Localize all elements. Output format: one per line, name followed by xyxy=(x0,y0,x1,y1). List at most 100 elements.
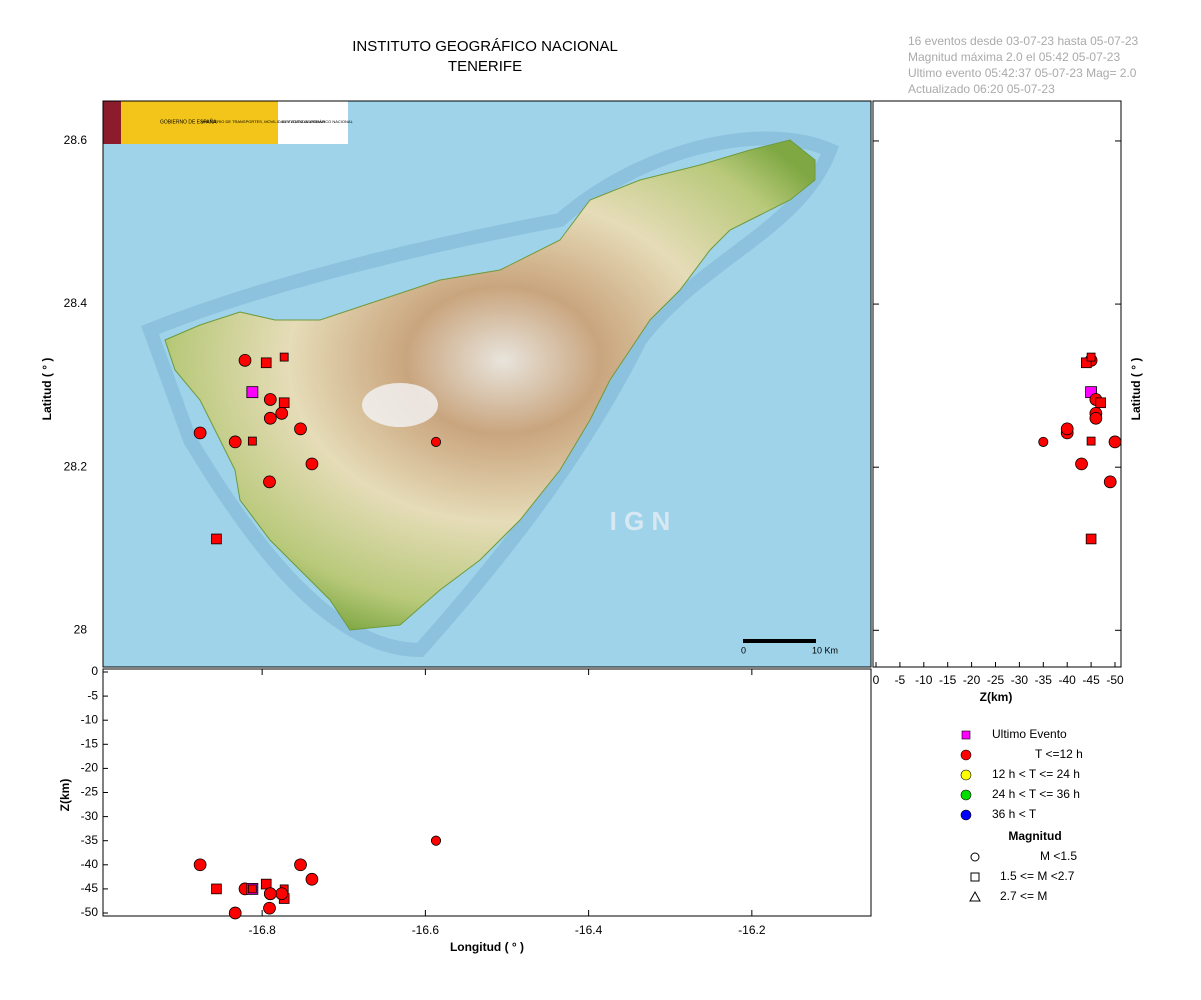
depth-tick-label: -10 xyxy=(81,712,99,726)
depth-tick-label: -25 xyxy=(81,785,99,799)
x-tick-label: -16.6 xyxy=(412,923,440,937)
legend-symbol xyxy=(960,749,972,761)
logo-ign xyxy=(278,101,348,144)
info-line: Magnitud máxima 2.0 el 05:42 05-07-23 xyxy=(908,50,1120,64)
logo-flag xyxy=(103,101,121,144)
event-marker xyxy=(278,397,290,409)
info-line: Actualizado 06:20 05-07-23 xyxy=(908,82,1055,96)
event-marker xyxy=(1086,352,1096,362)
depth-tick-label: -45 xyxy=(81,881,99,895)
event-marker xyxy=(260,357,272,369)
legend-title: Magnitud xyxy=(1008,829,1061,843)
y-tick-label: 28 xyxy=(74,622,88,636)
logo-text: INSTITUTO GEOGRÁFICO NACIONAL xyxy=(282,119,354,124)
event-marker xyxy=(275,407,289,420)
event-marker xyxy=(1103,475,1117,489)
legend-label: Ultimo Evento xyxy=(992,727,1067,741)
depth-tick-label: -50 xyxy=(1106,673,1124,687)
event-marker xyxy=(1095,397,1106,409)
depth-tick-label: -40 xyxy=(1059,673,1077,687)
depth-tick-label: -20 xyxy=(81,761,99,775)
event-marker xyxy=(1085,533,1097,545)
event-marker xyxy=(263,411,277,425)
map-frame xyxy=(102,100,872,668)
depth-tick-label: -50 xyxy=(81,905,99,919)
event-marker xyxy=(211,533,222,545)
event-marker xyxy=(263,475,276,489)
depth-tick-label: -15 xyxy=(81,736,99,750)
scale-label: 0 xyxy=(741,645,746,655)
depth-tick-label: -5 xyxy=(87,688,98,702)
depth-tick-label: -5 xyxy=(895,673,906,687)
depth-axis-label: Z(km) xyxy=(980,690,1013,704)
map-image: GOBIERNO DE ESPAÑA MINISTERIO DE TRANSPO… xyxy=(103,101,871,667)
scale-label: 10 Km xyxy=(812,645,838,655)
legend-symbol xyxy=(960,789,972,801)
legend-symbol xyxy=(970,852,980,862)
y-axis-label: Latitud ( ° ) xyxy=(40,358,54,421)
depth-tick-label: -10 xyxy=(915,673,933,687)
event-marker xyxy=(294,858,307,872)
event-marker xyxy=(430,436,442,447)
event-marker xyxy=(228,906,242,920)
subtitle: TENERIFE xyxy=(448,58,522,75)
logo-text: GOBIERNO DE ESPAÑA xyxy=(160,118,217,125)
legend-symbol xyxy=(970,872,980,882)
event-marker xyxy=(1086,436,1096,446)
legend-label: 12 h < T <= 24 h xyxy=(992,767,1080,781)
y-tick-label: 28.6 xyxy=(64,133,88,147)
event-marker xyxy=(238,353,252,367)
event-marker xyxy=(247,884,257,894)
y-axis-label: Latitud ( ° ) xyxy=(1129,358,1143,421)
x-tick-label: -16.2 xyxy=(738,923,766,937)
event-marker xyxy=(211,883,222,895)
island xyxy=(164,139,816,631)
depth-tick-label: -40 xyxy=(81,857,99,871)
event-marker xyxy=(263,901,276,915)
y-tick-label: 28.2 xyxy=(64,459,88,473)
y-tick-label: 28.4 xyxy=(64,296,88,310)
teide xyxy=(362,383,438,427)
watermark: I G N xyxy=(610,506,671,536)
scale-bar xyxy=(743,639,816,643)
info-line: 16 eventos desde 03-07-23 hasta 05-07-23 xyxy=(908,34,1138,48)
depth-tick-label: -35 xyxy=(1035,673,1053,687)
event-marker xyxy=(279,352,289,362)
logo-gob xyxy=(103,101,278,144)
event-marker xyxy=(263,887,277,901)
x-tick-label: -16.4 xyxy=(575,923,603,937)
event-marker xyxy=(193,858,207,872)
event-marker xyxy=(1081,357,1092,369)
event-marker xyxy=(193,426,207,440)
event-marker xyxy=(1060,422,1074,436)
event-marker xyxy=(247,436,257,446)
legend-label: T <=12 h xyxy=(1035,747,1083,761)
legend-symbol xyxy=(960,769,972,781)
event-marker xyxy=(263,393,277,406)
legend-label: 24 h < T <= 36 h xyxy=(992,787,1080,801)
legend-label: 36 h < T xyxy=(992,807,1037,821)
event-marker xyxy=(294,422,307,436)
legend-label: 2.7 <= M xyxy=(1000,889,1047,903)
legend-symbol xyxy=(969,890,981,902)
depth-tick-label: -25 xyxy=(987,673,1005,687)
legend-label: M <1.5 xyxy=(1040,849,1077,863)
depth-tick-label: -30 xyxy=(81,809,99,823)
legend-label: 1.5 <= M <2.7 xyxy=(1000,869,1075,883)
event-marker xyxy=(1038,436,1049,447)
depth-axis-label: Z(km) xyxy=(58,779,72,812)
event-marker xyxy=(305,872,319,886)
lat-depth-frame xyxy=(872,100,1122,668)
depth-tick-label: 0 xyxy=(91,664,98,678)
depth-tick-label: -20 xyxy=(963,673,981,687)
legend-symbol xyxy=(960,809,972,821)
depth-tick-label: 0 xyxy=(873,673,880,687)
event-marker xyxy=(305,457,319,471)
event-marker xyxy=(1108,435,1122,449)
depth-tick-label: -30 xyxy=(1011,673,1029,687)
x-tick-label: -16.8 xyxy=(248,923,276,937)
event-marker xyxy=(1089,411,1103,425)
event-marker xyxy=(228,435,242,449)
depth-tick-label: -45 xyxy=(1082,673,1100,687)
